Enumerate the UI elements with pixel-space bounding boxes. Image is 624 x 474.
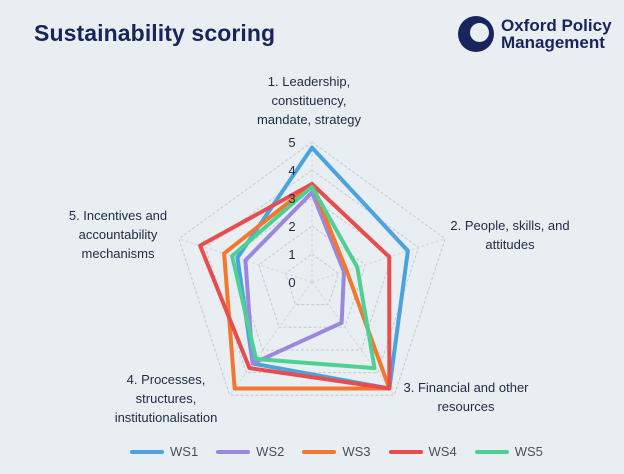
axis-spoke-2 [311,238,446,283]
grid-ring-5 [178,141,446,396]
logo-line1: Oxford Policy [501,16,612,35]
axis-label-5: 5. Incentives and accountability mechanism… [69,208,167,261]
legend-label: WS2 [256,444,285,459]
axis-label-3: 3. Financial and other resources [403,380,529,414]
legend-swatch [130,449,164,454]
chart-title: Sustainability scoring [34,20,276,46]
grid-ring-1 [284,253,340,306]
axis-label-1: 1. Leadership, constituency, mandate, stra… [257,74,362,127]
series-ws5 [230,184,377,371]
axis-spoke-3 [311,281,395,396]
legend-item-ws5: WS5 [474,444,543,459]
tick-label-2: 2 [288,219,295,234]
logo-icon [458,16,494,52]
legend-label: WS5 [514,444,543,459]
tick-label-5: 5 [288,135,295,150]
tick-label-0: 0 [288,275,295,290]
series-ws2 [243,190,346,366]
axis-label-4: 4. Processes, structures, institutionalisa… [115,372,218,425]
series-ws1 [235,145,410,391]
oxford-policy-logo: Oxford Policy Management [458,14,612,54]
tick-label-1: 1 [288,247,295,262]
tick-label-4: 4 [288,163,295,178]
legend-swatch [302,449,337,454]
legend-label: WS3 [342,444,371,459]
legend-item-ws4: WS4 [388,444,457,459]
legend-swatch [474,449,509,454]
chart-legend: WS1 WS2 WS3 WS4 WS5 [130,444,543,459]
legend-swatch [388,449,423,454]
legend-label: WS4 [428,444,457,459]
tick-label-3: 3 [288,191,295,206]
axis-spoke-4 [229,281,313,396]
legend-item-ws1: WS1 [130,444,198,459]
logo-line2: Management [501,33,605,52]
legend-item-ws3: WS3 [302,444,371,459]
legend-swatch [216,449,251,454]
axis-label-2: 2. People, skills, and attitudes [450,218,569,252]
series-ws3 [222,182,392,391]
series-ws4 [198,182,392,391]
legend-item-ws2: WS2 [216,444,284,459]
legend-label: WS1 [170,444,199,459]
